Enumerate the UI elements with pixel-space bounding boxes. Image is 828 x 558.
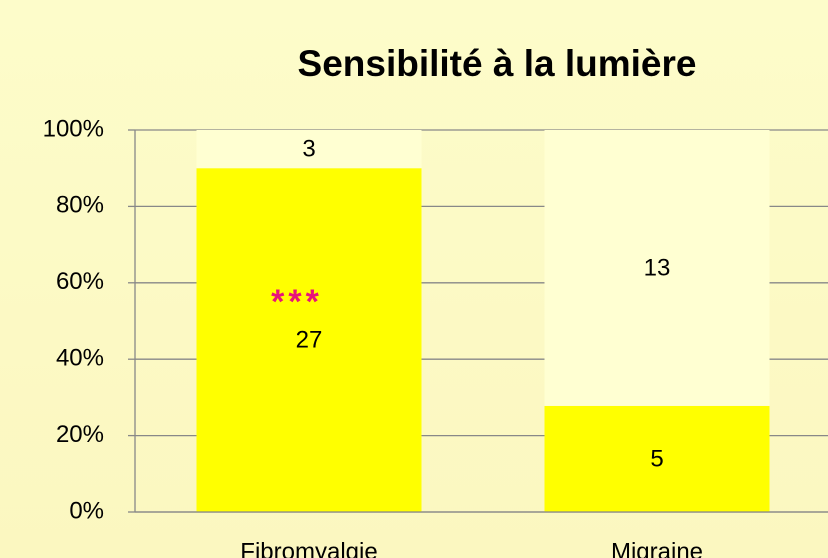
chart-title: Sensibilité à la lumière (298, 43, 697, 84)
y-tick-label: 40% (56, 345, 104, 372)
data-label: 27 (296, 326, 323, 353)
y-tick-label: 0% (69, 497, 104, 524)
y-tick-label: 20% (56, 421, 104, 448)
y-tick-label: 100% (43, 115, 104, 142)
data-label: 13 (644, 254, 671, 281)
y-tick-label: 60% (56, 268, 104, 295)
x-tick-label: Migraine (611, 538, 703, 558)
bar-segment (196, 168, 422, 512)
bar-segment (196, 130, 422, 169)
bar-segment (544, 405, 770, 512)
x-tick-label: Fibromyalgie (240, 538, 377, 558)
data-label: 5 (650, 445, 663, 472)
y-tick-label: 80% (56, 192, 104, 219)
bar-segment (544, 130, 770, 406)
data-label: 3 (302, 135, 315, 162)
annotation: *** (271, 283, 323, 321)
